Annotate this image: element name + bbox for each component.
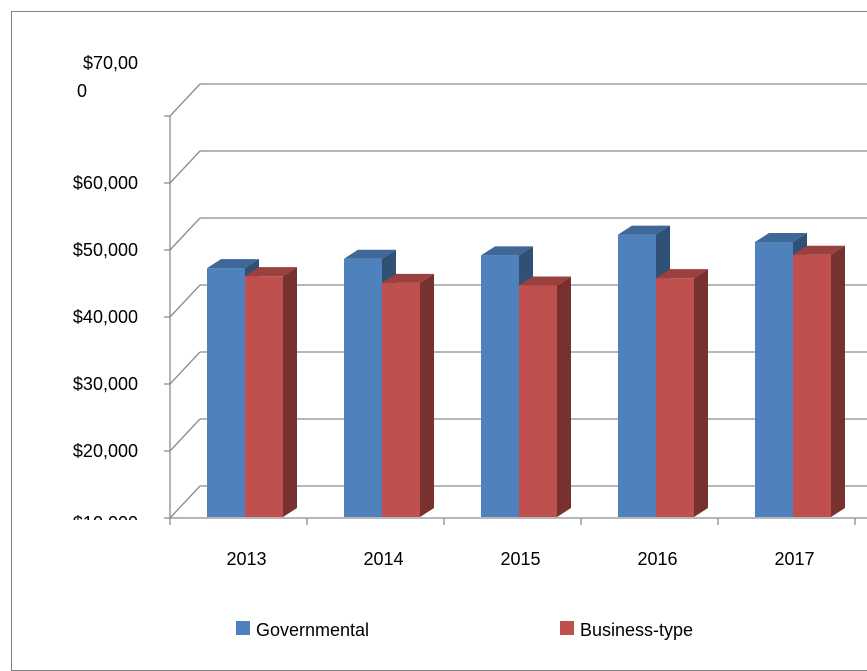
bar-governmental-2017-top — [755, 232, 807, 242]
bar-governmental-2015-top — [481, 246, 533, 256]
bar-business-type-2013-side — [283, 267, 297, 517]
gridline-diagonal — [169, 284, 201, 318]
chart-frame — [11, 11, 867, 671]
bar-business-type-2013-top — [245, 267, 297, 277]
x-tick-label: 2015 — [500, 549, 540, 569]
bar-business-type-2016-top — [656, 269, 708, 279]
bar-governmental-2013 — [207, 268, 245, 517]
bar-business-type-2017-side — [831, 245, 845, 517]
gridline-diagonal — [169, 83, 201, 117]
bar-governmental-2013-top — [207, 259, 259, 269]
bar-business-type-2016 — [656, 278, 694, 517]
axes — [164, 115, 867, 525]
y-tick-label: $40,000 — [73, 307, 138, 327]
legend-swatch — [560, 621, 574, 635]
bar-governmental-2016-top — [618, 225, 670, 235]
x-tick-label: 2016 — [637, 549, 677, 569]
legend-label: Governmental — [256, 620, 369, 640]
y-axis-labels: $10,000$20,000$30,000$40,000$50,000$60,0… — [40, 53, 165, 540]
x-tick-label: 2014 — [363, 549, 403, 569]
y-tick-label: $50,000 — [73, 240, 138, 260]
gridline-diagonal — [169, 217, 201, 251]
x-tick-label: 2013 — [226, 549, 266, 569]
y-tick-label: $60,000 — [73, 173, 138, 193]
legend-swatch — [236, 621, 250, 635]
bar-business-type-2015 — [519, 285, 557, 517]
x-tick-label: 2017 — [774, 549, 814, 569]
gridline-diagonal — [169, 351, 201, 385]
bar-governmental-2016 — [618, 234, 656, 517]
bar-governmental-2014-top — [344, 249, 396, 259]
y-tick-label: $30,000 — [73, 374, 138, 394]
legend-label: Business-type — [580, 620, 693, 640]
y-tick-label: $70,00 — [83, 53, 138, 73]
bar-business-type-2015-side — [557, 276, 571, 517]
bar-business-type-2013 — [245, 276, 283, 517]
bar-governmental-2015 — [481, 255, 519, 518]
y-tick-label-wrap: 0 — [77, 81, 87, 101]
bar-business-type-2017-top — [793, 245, 845, 255]
gridline-diagonal — [169, 150, 201, 184]
bar-business-type-2016-side — [694, 269, 708, 517]
bar-business-type-2017 — [793, 254, 831, 517]
bar-business-type-2014-top — [382, 273, 434, 283]
label-clip-mask — [40, 520, 165, 540]
legend: Governmental Business-type — [236, 620, 693, 640]
bar-governmental-2017 — [755, 241, 793, 517]
gridline-diagonal — [169, 418, 201, 452]
bar-business-type-2015-top — [519, 276, 571, 286]
bar-business-type-2014 — [382, 282, 420, 517]
x-axis-labels: 2013 2014 2015 2016 2017 — [226, 549, 814, 569]
bar-chart: $10,000$20,000$30,000$40,000$50,000$60,0… — [40, 53, 867, 640]
y-tick-label: $20,000 — [73, 441, 138, 461]
bar-governmental-2014 — [344, 258, 382, 517]
bars — [207, 225, 845, 518]
bar-business-type-2014-side — [420, 273, 434, 517]
gridline-diagonal — [169, 485, 201, 519]
